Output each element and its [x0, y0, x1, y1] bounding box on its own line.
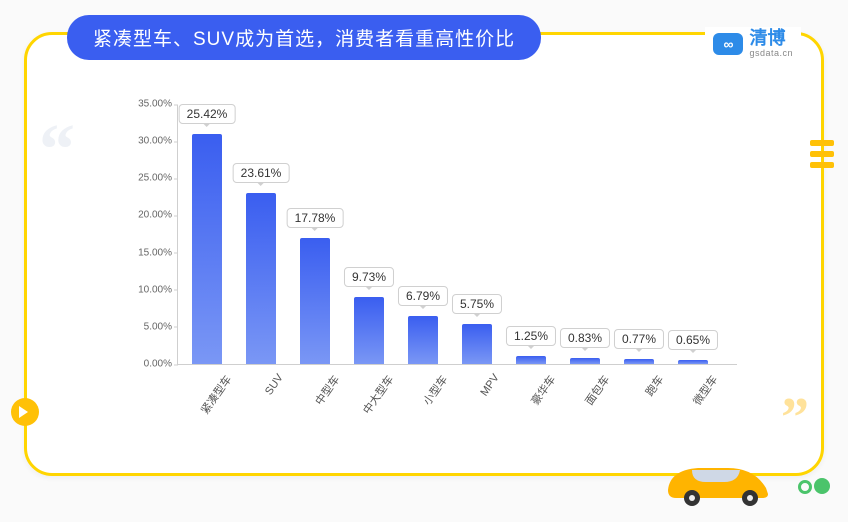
bar-value-label: 6.79% — [398, 286, 448, 306]
bar-value-label: 9.73% — [344, 267, 394, 287]
bar: 1.25% — [516, 356, 546, 364]
play-icon — [11, 398, 39, 426]
brand-name: 清博 — [749, 29, 793, 47]
bar: 9.73% — [354, 297, 384, 364]
stripes-icon — [810, 140, 834, 173]
bar-value-label: 25.42% — [179, 104, 236, 124]
bar: 17.78% — [300, 238, 330, 364]
x-tick: 小型车 — [419, 372, 451, 408]
x-tick: SUV — [263, 372, 286, 397]
bar-value-label: 0.83% — [560, 328, 610, 348]
x-tick: 面包车 — [581, 372, 613, 408]
bar: 0.77% — [624, 359, 654, 364]
content-frame: 紧凑型车、SUV成为首选，消费者看重高性价比 ∞ 清博 gsdata.cn “ … — [24, 32, 824, 476]
quote-open-icon: “ — [39, 135, 75, 164]
bar-value-label: 1.25% — [506, 326, 556, 346]
x-tick: 微型车 — [689, 372, 721, 408]
infinity-icon: ∞ — [713, 33, 743, 55]
y-tick: 30.00% — [118, 136, 172, 147]
x-tick: 中型车 — [311, 372, 343, 408]
y-tick: 20.00% — [118, 210, 172, 221]
bar: 5.75% — [462, 324, 492, 364]
bar-value-label: 23.61% — [233, 163, 290, 183]
y-tick: 35.00% — [118, 99, 172, 110]
bar: 0.83% — [570, 358, 600, 364]
x-tick: 紧凑型车 — [197, 372, 235, 417]
x-tick: 跑车 — [641, 372, 667, 399]
bar: 0.65% — [678, 360, 708, 364]
plot-area: 0.00%5.00%10.00%15.00%20.00%25.00%30.00%… — [177, 105, 737, 365]
ring-icon — [798, 480, 812, 494]
brand-badge: ∞ 清博 gsdata.cn — [705, 27, 801, 60]
x-tick: 豪华车 — [527, 372, 559, 408]
bar-value-label: 17.78% — [287, 208, 344, 228]
x-tick: 中大型车 — [359, 372, 397, 417]
y-tick: 25.00% — [118, 173, 172, 184]
bar: 6.79% — [408, 316, 438, 364]
bar: 25.42% — [192, 134, 222, 364]
title-pill: 紧凑型车、SUV成为首选，消费者看重高性价比 — [67, 15, 541, 60]
bar-value-label: 0.65% — [668, 330, 718, 350]
bar: 23.61% — [246, 193, 276, 364]
bar-value-label: 5.75% — [452, 294, 502, 314]
y-tick: 5.00% — [118, 321, 172, 332]
quote-close-icon: ” — [781, 407, 809, 429]
brand-url: gsdata.cn — [749, 49, 793, 58]
y-tick: 15.00% — [118, 247, 172, 258]
y-tick: 10.00% — [118, 284, 172, 295]
x-tick: MPV — [478, 372, 502, 398]
car-icon — [658, 448, 778, 508]
bar-value-label: 0.77% — [614, 329, 664, 349]
dot-icon — [814, 478, 830, 494]
bar-chart: 0.00% 5.00% 10.00% 15.00% 20.00% 25.00% 30.00%… — [117, 105, 737, 405]
y-tick: 0.00% — [118, 359, 172, 370]
